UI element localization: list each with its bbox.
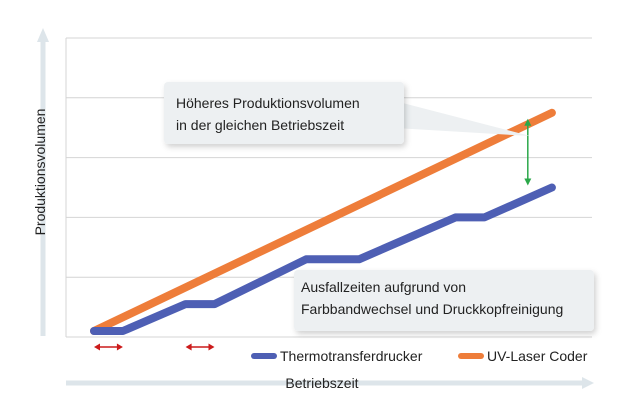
legend-label-thermotransfer: Thermotransferdrucker: [280, 348, 423, 364]
series-lines: [90, 108, 556, 335]
y-axis: Produktionsvolumen: [32, 28, 49, 336]
callout-downtime: Ausfallzeiten aufgrund von Farbbandwechs…: [294, 270, 594, 331]
callout-volume: Höheres Produktionsvolumen in der gleich…: [164, 82, 530, 144]
gap-arrowhead-top: [524, 118, 532, 126]
downtime-arrow: [94, 343, 123, 351]
callout-downtime-line-1: Ausfallzeiten aufgrund von: [301, 279, 466, 295]
callout-volume-box: [164, 82, 404, 144]
callout-downtime-line-2: Farbbandwechsel und Druckkopfreinigung: [301, 301, 563, 317]
callout-volume-pointer: [395, 101, 530, 136]
series-line-uv-laser: [90, 108, 556, 335]
y-axis-label: Produktionsvolumen: [32, 109, 48, 236]
gridlines: [66, 37, 592, 278]
y-axis-arrowhead: [37, 28, 49, 42]
downtime-arrowhead-right: [116, 343, 123, 351]
legend-label-uv-laser: UV-Laser Coder: [487, 348, 588, 364]
legend: Thermotransferdrucker UV-Laser Coder: [251, 348, 588, 364]
x-axis-arrowhead: [582, 377, 594, 389]
gap-arrowhead-bottom: [524, 178, 532, 186]
x-axis-label: Betriebszeit: [285, 375, 358, 391]
callout-volume-line-2: in der gleichen Betriebszeit: [176, 117, 344, 133]
volume-gap-indicator: [524, 118, 532, 186]
callout-volume-line-1: Höheres Produktionsvolumen: [176, 95, 360, 111]
downtime-arrowhead-right: [208, 343, 215, 351]
callout-downtime-box: [294, 270, 594, 331]
downtime-arrowhead-left: [94, 343, 100, 351]
downtime-arrowhead-left: [185, 343, 192, 351]
series-line-thermotransfer: [90, 183, 556, 335]
downtime-arrow: [185, 343, 215, 351]
x-axis: Betriebszeit: [66, 375, 594, 391]
